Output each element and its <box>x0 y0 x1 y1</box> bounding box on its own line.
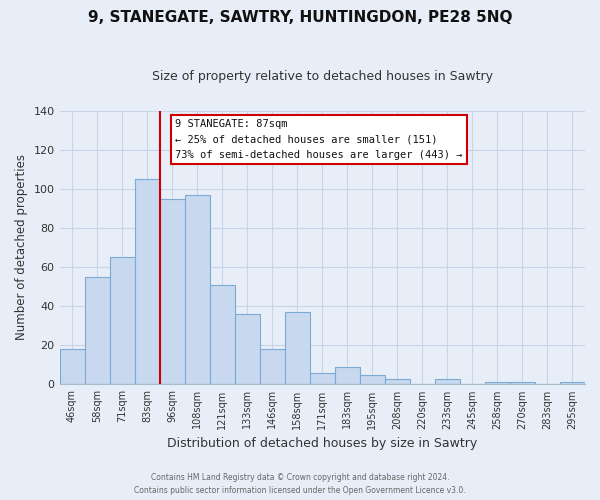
Bar <box>110 258 134 384</box>
Bar <box>560 382 585 384</box>
Bar <box>209 284 235 384</box>
Bar <box>360 374 385 384</box>
X-axis label: Distribution of detached houses by size in Sawtry: Distribution of detached houses by size … <box>167 437 478 450</box>
Bar <box>235 314 260 384</box>
Bar <box>285 312 310 384</box>
Bar <box>160 198 185 384</box>
Bar <box>485 382 510 384</box>
Bar <box>260 349 285 384</box>
Bar <box>385 378 410 384</box>
Bar <box>59 349 85 384</box>
Title: Size of property relative to detached houses in Sawtry: Size of property relative to detached ho… <box>152 70 493 83</box>
Bar <box>335 367 360 384</box>
Text: 9, STANEGATE, SAWTRY, HUNTINGDON, PE28 5NQ: 9, STANEGATE, SAWTRY, HUNTINGDON, PE28 5… <box>88 10 512 25</box>
Text: Contains HM Land Registry data © Crown copyright and database right 2024.
Contai: Contains HM Land Registry data © Crown c… <box>134 474 466 495</box>
Bar <box>510 382 535 384</box>
Bar <box>185 194 209 384</box>
Bar <box>134 179 160 384</box>
Text: 9 STANEGATE: 87sqm
← 25% of detached houses are smaller (151)
73% of semi-detach: 9 STANEGATE: 87sqm ← 25% of detached hou… <box>175 119 463 160</box>
Bar <box>310 372 335 384</box>
Bar <box>85 277 110 384</box>
Bar <box>435 378 460 384</box>
Y-axis label: Number of detached properties: Number of detached properties <box>15 154 28 340</box>
